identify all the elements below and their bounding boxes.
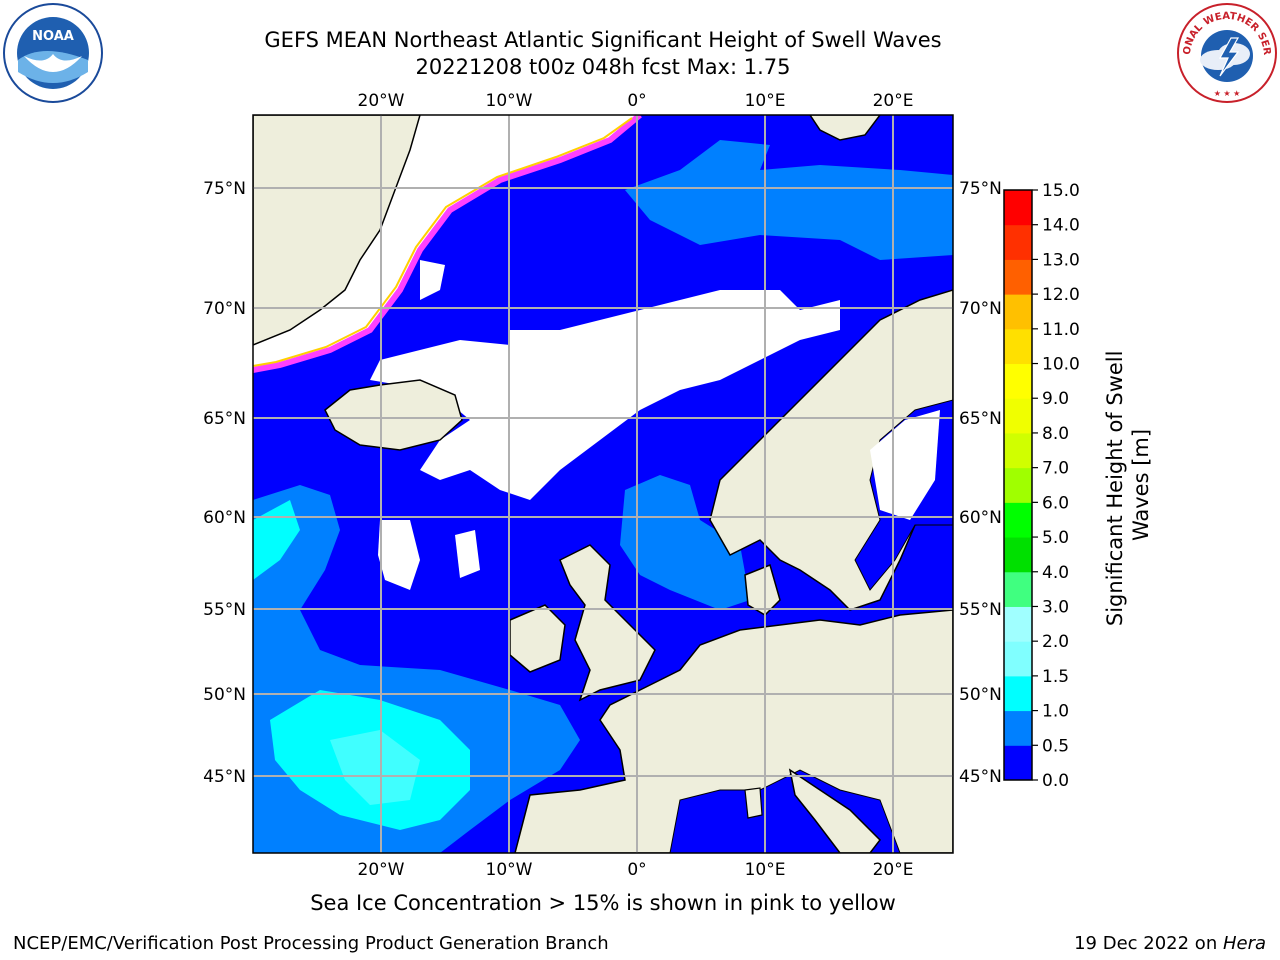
colorbar-segment <box>1004 467 1032 503</box>
sea-ice-note: Sea Ice Concentration > 15% is shown in … <box>310 891 896 915</box>
colorbar-tick-label: 0.5 <box>1042 736 1069 756</box>
colorbar-segment <box>1004 571 1032 607</box>
colorbar-tick-label: 3.0 <box>1042 597 1069 617</box>
lat-label-left: 50°N <box>203 685 246 705</box>
colorbar-segment <box>1004 745 1032 781</box>
no-data-region-2 <box>370 290 840 500</box>
chart-title: GEFS MEAN Northeast Atlantic Significant… <box>264 28 942 52</box>
colorbar-tick-label: 14.0 <box>1042 216 1080 236</box>
lon-label-top: 10°W <box>486 91 533 111</box>
gulf-of-bothnia-ice <box>870 410 940 520</box>
colorbar-segment <box>1004 710 1032 746</box>
lon-label-bottom: 10°W <box>486 860 533 880</box>
lat-label-right: 75°N <box>959 179 1002 199</box>
colorbar-segment <box>1004 537 1032 573</box>
colorbar-segment <box>1004 294 1032 330</box>
colorbar-frame <box>1003 189 1033 781</box>
colorbar-segment <box>1004 259 1032 295</box>
colorbar-tick-label: 11.0 <box>1042 320 1080 340</box>
swell-region-top <box>330 730 420 805</box>
lat-label-left: 55°N <box>203 600 246 620</box>
ice-edge <box>253 115 642 373</box>
colorbar-tick-label: 6.0 <box>1042 493 1069 513</box>
credit-text: NCEP/EMC/Verification Post Processing Pr… <box>13 933 609 954</box>
colorbar-tick-label: 10.0 <box>1042 355 1080 375</box>
host-name: Hera <box>1222 933 1266 954</box>
colorbar: 15.0 14.0 13.0 12.0 11.0 10.0 9.0 8.0 7.0 6.0 5.0 4… <box>1003 181 1080 791</box>
colorbar-label: Significant Height of Swell Waves [m] <box>1103 344 1153 626</box>
corsica-landmass <box>744 787 763 819</box>
colorbar-segment <box>1004 398 1032 434</box>
colorbar-tick-label: 5.0 <box>1042 528 1069 548</box>
colorbar-segment <box>1004 328 1032 365</box>
swell-region-high-west <box>253 500 300 580</box>
noaa-logo-icon: NOAA <box>3 3 103 103</box>
colorbar-tick-label: 1.5 <box>1042 667 1069 687</box>
lon-label-top: 20°E <box>873 91 914 111</box>
colorbar-segment <box>1004 190 1032 226</box>
map-frame <box>252 114 954 854</box>
great-britain-landmass <box>559 544 656 702</box>
colorbar-tick-label: 9.0 <box>1042 389 1069 409</box>
ice-edge-yellow <box>253 117 633 367</box>
no-data-region <box>420 260 445 300</box>
lat-label-right: 55°N <box>959 600 1002 620</box>
svalbard-landmass <box>809 115 881 141</box>
colorbar-segment <box>1004 432 1032 469</box>
lat-label-left: 70°N <box>203 299 246 319</box>
swell-region-mid-north <box>625 140 953 260</box>
colorbar-segment <box>1004 675 1032 712</box>
lon-label-top: 10°E <box>745 91 786 111</box>
lon-label-bottom: 10°E <box>745 860 786 880</box>
svg-text:★ ★ ★: ★ ★ ★ <box>1214 89 1241 98</box>
colorbar-segment <box>1004 502 1032 538</box>
colorbar-tick-label: 15.0 <box>1042 181 1080 201</box>
lat-label-right: 70°N <box>959 299 1002 319</box>
lon-label-bottom: 20°E <box>873 860 914 880</box>
colorbar-segment <box>1004 641 1032 677</box>
no-data-region-3 <box>378 520 420 590</box>
lat-label-left: 75°N <box>203 179 246 199</box>
colorbar-segment <box>1004 606 1032 642</box>
lat-label-left: 45°N <box>203 767 246 787</box>
colorbar-segment <box>1004 363 1032 399</box>
graticule <box>253 115 953 853</box>
lon-label-bottom: 20°W <box>358 860 405 880</box>
lat-label-right: 60°N <box>959 508 1002 528</box>
nws-logo-icon: NATIONAL WEATHER SERVICE ★ ★ ★ <box>1176 2 1277 103</box>
lon-label-bottom: 0° <box>627 860 646 880</box>
colorbar-tick-label: 1.0 <box>1042 702 1069 722</box>
colorbar-tick-label: 12.0 <box>1042 285 1080 305</box>
noaa-text: NOAA <box>32 29 74 44</box>
date-value: 19 Dec 2022 on <box>1074 933 1223 954</box>
colorbar-tick-label: 2.0 <box>1042 632 1069 652</box>
iceland-landmass <box>324 379 463 451</box>
lon-label-top: 20°W <box>358 91 405 111</box>
lat-label-left: 60°N <box>203 508 246 528</box>
colorbar-tick-label: 4.0 <box>1042 563 1069 583</box>
chart-subtitle: 20221208 t00z 048h fcst Max: 1.75 <box>415 55 791 79</box>
italy-landmass <box>788 768 881 853</box>
swell-region-mid-norwegian <box>620 475 750 610</box>
lat-label-left: 65°N <box>203 409 246 429</box>
lat-label-right: 65°N <box>959 409 1002 429</box>
greenland-landmass <box>253 115 421 346</box>
colorbar-tick-label: 13.0 <box>1042 250 1080 270</box>
colorbar-tick-label: 0.0 <box>1042 771 1069 791</box>
no-data-region-4 <box>455 530 480 578</box>
lat-label-right: 50°N <box>959 685 1002 705</box>
lon-label-top: 0° <box>627 91 646 111</box>
colorbar-tick-label: 7.0 <box>1042 459 1069 479</box>
date-text: 19 Dec 2022 on Hera <box>1074 933 1266 954</box>
lat-label-right: 45°N <box>959 767 1002 787</box>
colorbar-tick-label: 8.0 <box>1042 424 1069 444</box>
colorbar-segment <box>1004 224 1032 260</box>
